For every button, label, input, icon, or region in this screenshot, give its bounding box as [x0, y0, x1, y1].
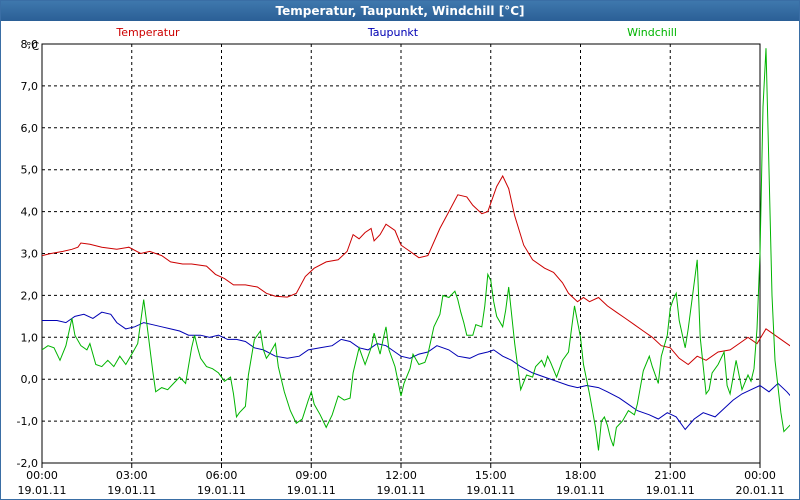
x-tick-time: 00:00: [26, 469, 58, 482]
x-tick-date: 19.01.11: [107, 484, 156, 497]
legend-label-temperatur: Temperatur: [115, 26, 180, 39]
y-tick-label: 5,0: [21, 164, 39, 177]
series-line-taupunkt: [42, 311, 790, 431]
y-tick-label: 8,0: [21, 38, 39, 51]
y-tick-label: 6,0: [21, 122, 39, 135]
y-tick-label: 2,0: [21, 289, 39, 302]
x-tick-date: 19.01.11: [646, 484, 695, 497]
x-tick-date: 19.01.11: [377, 484, 426, 497]
x-tick-time: 03:00: [116, 469, 148, 482]
series-line-temperatur: [42, 174, 790, 366]
x-tick-time: 15:00: [475, 469, 507, 482]
x-tick-time: 06:00: [206, 469, 238, 482]
series-line-windchill: [42, 48, 790, 451]
y-unit-label: °C: [26, 40, 40, 53]
window-title: Temperatur, Taupunkt, Windchill [°C]: [1, 1, 799, 21]
x-tick-time: 12:00: [385, 469, 417, 482]
x-tick-date: 20.01.11: [736, 484, 785, 497]
y-tick-label: 1,0: [21, 331, 39, 344]
y-tick-label: -2,0: [17, 457, 38, 470]
x-tick-date: 19.01.11: [466, 484, 515, 497]
legend-label-taupunkt: Taupunkt: [367, 26, 419, 39]
y-tick-label: 3,0: [21, 248, 39, 261]
x-tick-time: 21:00: [654, 469, 686, 482]
y-tick-label: -1,0: [17, 415, 38, 428]
x-tick-date: 19.01.11: [18, 484, 67, 497]
x-tick-date: 19.01.11: [556, 484, 605, 497]
x-tick-time: 18:00: [565, 469, 597, 482]
x-tick-date: 19.01.11: [197, 484, 246, 497]
y-tick-label: 7,0: [21, 80, 39, 93]
x-tick-date: 19.01.11: [287, 484, 336, 497]
legend-label-windchill: Windchill: [627, 26, 677, 39]
y-tick-label: 0,0: [21, 373, 39, 386]
x-tick-time: 00:00: [744, 469, 776, 482]
y-tick-label: 4,0: [21, 206, 39, 219]
x-tick-time: 09:00: [295, 469, 327, 482]
